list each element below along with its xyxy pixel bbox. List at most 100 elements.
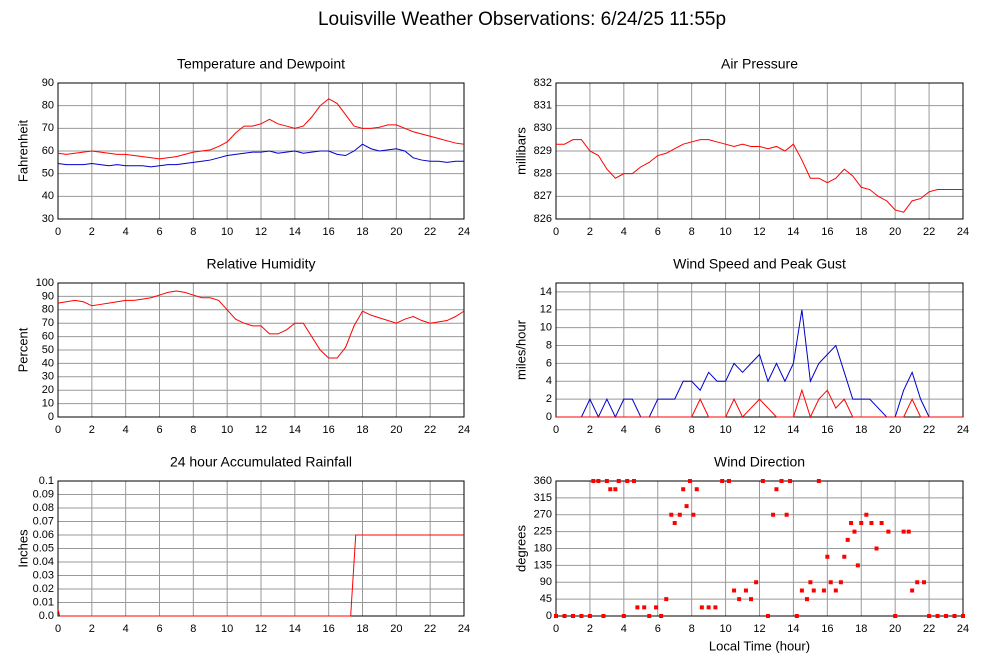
data-point: [927, 614, 932, 618]
data-point: [654, 605, 659, 610]
y-tick-label: 45: [540, 593, 552, 605]
data-point: [720, 479, 725, 483]
x-tick-label: 18: [855, 424, 867, 436]
x-tick-label: 22: [923, 226, 935, 238]
data-point: [886, 529, 891, 534]
x-tick-label: 2: [587, 623, 593, 635]
y-tick-label: 0.0: [39, 610, 54, 622]
x-tick-label: 14: [289, 424, 301, 436]
x-tick-label: 10: [221, 424, 233, 436]
data-point: [828, 580, 833, 585]
x-tick-label: 18: [356, 623, 368, 635]
x-tick-label: 22: [923, 424, 935, 436]
y-tick-label: 80: [42, 304, 54, 316]
y-tick-label: 40: [42, 357, 54, 369]
data-point: [879, 521, 884, 525]
y-tick-label: 12: [540, 304, 552, 316]
x-tick-label: 0: [553, 226, 559, 238]
x-tick-label: 2: [89, 623, 95, 635]
x-tick-label: 22: [424, 424, 436, 436]
y-tick-label: 0.03: [33, 569, 54, 581]
data-point: [691, 512, 696, 517]
data-point: [677, 512, 682, 517]
y-tick-label: 60: [42, 331, 54, 343]
y-tick-label: 0.02: [33, 583, 54, 595]
x-tick-label: 0: [553, 623, 559, 635]
y-tick-label: 832: [534, 77, 552, 89]
y-tick-label: 826: [534, 213, 552, 225]
x-tick-label: 4: [621, 424, 627, 436]
data-point: [587, 614, 592, 618]
data-point: [816, 479, 821, 483]
x-tick-label: 14: [289, 623, 301, 635]
x-tick-label: 16: [323, 226, 335, 238]
y-tick-label: 0.1: [39, 475, 54, 487]
data-point: [864, 512, 869, 517]
x-tick-label: 8: [190, 623, 196, 635]
y-tick-label: 829: [534, 145, 552, 157]
x-tick-label: 24: [458, 623, 470, 635]
data-point: [737, 597, 742, 602]
y-tick-label: 360: [534, 475, 552, 487]
x-tick-label: 24: [458, 226, 470, 238]
data-point: [774, 487, 779, 492]
y-tick-label: 0: [546, 411, 552, 423]
chart-title: Wind Direction: [714, 454, 805, 470]
chart-title: 24 hour Accumulated Rainfall: [170, 454, 352, 470]
x-tick-label: 18: [356, 226, 368, 238]
x-tick-label: 6: [156, 623, 162, 635]
data-point: [713, 605, 718, 610]
data-point: [910, 588, 915, 593]
data-point: [944, 614, 949, 618]
data-point: [765, 614, 770, 618]
data-point: [893, 614, 898, 618]
data-point: [842, 554, 847, 559]
data-point: [743, 588, 748, 593]
data-point: [659, 614, 664, 618]
data-point: [554, 614, 558, 618]
data-point: [811, 588, 816, 593]
chart-title: Temperature and Dewpoint: [177, 56, 345, 72]
x-tick-label: 8: [190, 424, 196, 436]
y-tick-label: 831: [534, 100, 552, 112]
x-tick-label: 20: [390, 623, 402, 635]
data-point: [808, 580, 813, 585]
data-point: [749, 597, 754, 602]
y-axis-label: miles/hour: [513, 319, 528, 380]
data-point: [874, 546, 879, 551]
x-tick-label: 8: [689, 623, 695, 635]
y-tick-label: 50: [42, 344, 54, 356]
data-point: [961, 614, 965, 618]
y-tick-label: 90: [42, 290, 54, 302]
x-tick-label: 6: [156, 226, 162, 238]
data-point: [664, 597, 669, 602]
x-tick-label: 2: [89, 226, 95, 238]
y-tick-label: 50: [42, 168, 54, 180]
data-point: [845, 537, 850, 542]
y-axis-label: Fahrenheit: [15, 120, 30, 183]
y-axis-label: degrees: [513, 525, 528, 572]
x-tick-label: 12: [255, 226, 267, 238]
y-tick-label: 4: [546, 375, 552, 387]
x-tick-label: 16: [821, 424, 833, 436]
data-point: [915, 580, 920, 585]
data-point: [799, 588, 804, 593]
y-tick-label: 0: [48, 411, 54, 423]
x-tick-label: 18: [356, 424, 368, 436]
y-tick-label: 60: [42, 145, 54, 157]
y-tick-label: 827: [534, 190, 552, 202]
x-tick-label: 2: [89, 424, 95, 436]
x-tick-label: 16: [821, 623, 833, 635]
y-tick-label: 8: [546, 339, 552, 351]
data-point: [771, 512, 776, 517]
data-point: [726, 479, 731, 483]
x-tick-label: 6: [156, 424, 162, 436]
y-tick-label: 0.05: [33, 542, 54, 554]
x-tick-label: 22: [424, 623, 436, 635]
data-line: [57, 98, 465, 160]
data-point: [784, 512, 789, 517]
chart-panel: 0.00.010.020.030.040.050.060.070.080.090…: [15, 454, 470, 635]
